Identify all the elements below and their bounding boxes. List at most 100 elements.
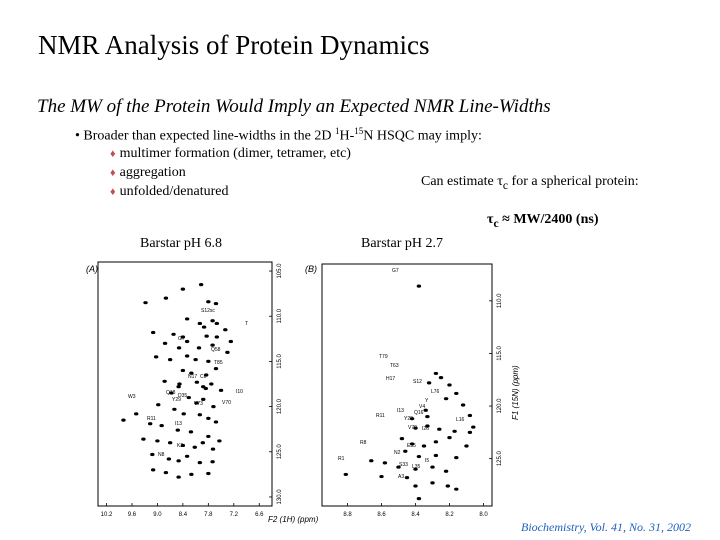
isotope-1-mass: 1 <box>334 126 340 136</box>
peak-label: Y <box>425 398 429 404</box>
nmr-peak <box>447 436 452 440</box>
panel-a-spectrum: (A) 10.2 9.6 9.0 8.4 7.8 7.2 6.6 105.0 110.0 115… <box>86 261 283 518</box>
nmr-peak <box>416 497 422 501</box>
nmr-peak <box>159 423 164 428</box>
peak-label: L35 <box>412 464 421 470</box>
nmr-peak <box>171 332 176 336</box>
nmr-peak <box>169 391 174 395</box>
nmr-peak <box>206 471 211 476</box>
nmr-peak <box>148 422 153 426</box>
nmr-peak <box>180 443 186 448</box>
nmr-peak <box>166 457 172 461</box>
y-tick-label: 110.0 <box>497 293 503 308</box>
nmr-peak <box>155 439 160 443</box>
x-tick-label: 7.2 <box>230 512 239 518</box>
nmr-peak <box>213 420 219 424</box>
peak-label: N17 <box>188 374 197 380</box>
nmr-peak <box>413 426 418 430</box>
panel-b-frame <box>321 263 493 507</box>
panel-b-tag: (B) <box>305 264 317 274</box>
nmr-peak <box>210 343 215 347</box>
nmr-peak <box>184 454 190 458</box>
nmr-peak <box>176 385 181 389</box>
nmr-peak <box>452 429 457 433</box>
peak-label: R11 <box>147 416 156 422</box>
panel-a-frame <box>97 261 273 507</box>
tau-formula: τc ≈ MW/2400 (ns) <box>487 212 599 230</box>
sub-item-multimer: ♦ multimer formation (dimer, tetramer, et… <box>110 146 351 162</box>
nmr-peak <box>197 461 203 465</box>
tau-symbol: τ <box>497 174 503 189</box>
nmr-peak <box>447 383 452 387</box>
nmr-peak <box>443 397 449 401</box>
nmr-peak <box>180 287 186 291</box>
nmr-peak <box>223 328 228 332</box>
peak-label: S12 <box>413 379 422 385</box>
sub-item-text: aggregation <box>119 165 186 180</box>
nmr-peak <box>404 475 410 480</box>
nmr-peak <box>163 470 169 475</box>
panel-a-caption: Barstar pH 6.8 <box>140 236 223 251</box>
nmr-peak <box>399 437 405 441</box>
nmr-peak <box>413 484 418 488</box>
nmr-peak <box>403 449 408 453</box>
nmr-peak <box>121 418 126 422</box>
x-tick-label: 7.8 <box>204 512 213 518</box>
nmr-peak <box>206 300 211 304</box>
nmr-peak <box>425 414 430 419</box>
nmr-peak <box>433 371 439 376</box>
nmr-peak <box>189 472 194 476</box>
estimate-suffix: for a spherical protein: <box>508 174 639 189</box>
y-tick-label: 130.0 <box>277 489 283 505</box>
nmr-peak <box>437 427 442 431</box>
panel-b-spectrum: (B) 8.8 8.6 8.4 8.2 8.0 110.0 115.0 120.0 125.0… <box>268 263 520 524</box>
nmr-peak <box>184 354 190 358</box>
bullet-marker: • <box>75 128 80 144</box>
nmr-peak <box>172 407 177 411</box>
y-tick-label: 120.0 <box>277 398 283 414</box>
nmr-peak <box>421 444 427 448</box>
formula-tau: τ <box>487 212 494 227</box>
nmr-peak <box>228 339 234 344</box>
nmr-peak <box>214 321 220 326</box>
diamond-bullet-icon: ♦ <box>110 148 116 160</box>
nmr-peak <box>198 282 204 287</box>
sub-item-text: multimer formation (dimer, tetramer, etc… <box>119 146 351 161</box>
x-tick-label: 8.4 <box>411 512 420 518</box>
nmr-peak <box>193 358 198 362</box>
estimate-note: Can estimate τc for a spherical protein: <box>421 174 639 192</box>
peak-label: N8 <box>158 452 165 458</box>
nmr-peak <box>156 403 161 407</box>
diamond-bullet-icon: ♦ <box>110 167 116 179</box>
nmr-peak <box>213 301 219 306</box>
sub-item-unfolded: ♦ unfolded/denatured <box>110 184 228 200</box>
nmr-peak <box>176 459 181 463</box>
formula-subscript: c <box>493 216 499 230</box>
peak-label: Q16 <box>414 410 424 416</box>
nmr-peak <box>210 447 216 451</box>
nmr-peak <box>153 355 159 359</box>
slide-title: NMR Analysis of Protein Dynamics <box>38 30 430 60</box>
nmr-peak <box>189 371 194 375</box>
nmr-peak <box>181 412 186 416</box>
nmr-peak <box>454 456 459 460</box>
peak-label: I13 <box>397 408 404 414</box>
tau-subscript: c <box>502 178 509 192</box>
x-tick-label: 8.8 <box>343 512 352 518</box>
nmr-peak <box>210 460 215 464</box>
y-tick-label: 115.0 <box>497 345 503 360</box>
nmr-peak <box>343 472 348 477</box>
bullet-text-prefix: Broader than expected line-widths in the… <box>83 128 335 144</box>
peak-label: I13 <box>175 421 182 427</box>
nmr-peak <box>204 334 209 338</box>
peak-label: R11 <box>376 413 385 419</box>
nmr-peak <box>379 474 384 479</box>
nmr-peak <box>176 346 182 350</box>
y-tick-label: 105.0 <box>277 263 283 279</box>
nmr-peak <box>133 412 139 416</box>
nmr-peak <box>426 381 432 385</box>
peak-label: V70 <box>222 400 231 406</box>
nmr-peak <box>438 376 444 380</box>
y-tick-label: 125.0 <box>497 450 503 466</box>
nmr-peak <box>430 465 435 469</box>
